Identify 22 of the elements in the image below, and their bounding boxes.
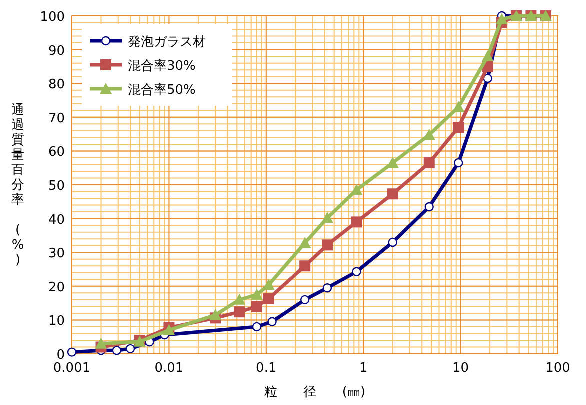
- y-tick-label: 100: [40, 10, 65, 25]
- y-tick-label: 70: [48, 111, 65, 126]
- y-tick-label: 0: [56, 348, 65, 363]
- y-tick-label: 60: [48, 145, 65, 160]
- x-tick-label: 0.1: [256, 361, 277, 376]
- x-tick-label: 10: [452, 361, 470, 376]
- y-tick-label: 30: [48, 246, 65, 262]
- y-tick-label: 40: [48, 212, 65, 228]
- x-axis-title: 粒 径 (㎜): [264, 385, 366, 400]
- x-tick-label: 100: [546, 361, 570, 376]
- x-tick-label: 0.01: [154, 361, 184, 376]
- legend-label: 混合率50%: [128, 82, 196, 98]
- y-tick-label: 20: [48, 280, 65, 296]
- y-tick-label: 90: [48, 44, 65, 59]
- y-tick-label: 80: [48, 78, 65, 93]
- y-tick-label: 10: [48, 314, 65, 330]
- x-tick-label: 0.001: [53, 361, 91, 376]
- y-tick-label: 50: [48, 179, 65, 194]
- legend-label: 発泡ガラス材: [128, 35, 206, 50]
- legend-label: 混合率30%: [128, 58, 196, 74]
- x-tick-label: 1: [359, 361, 368, 376]
- text: 通過質量百分率 (%): [12, 103, 24, 268]
